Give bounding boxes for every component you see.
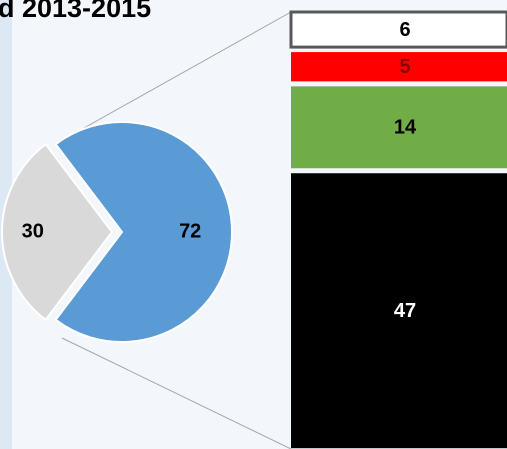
pie-slice (54, 121, 233, 343)
chart-title: d 2013-2015 (0, 0, 151, 23)
bar-segment (291, 86, 507, 169)
segment-label: 5 (399, 56, 410, 78)
segment-label: 6 (399, 19, 410, 41)
bar-segment (291, 52, 507, 82)
leader-line (83, 11, 292, 129)
segment-label: 14 (394, 117, 417, 139)
segment-label: 47 (394, 300, 416, 322)
bar-segment (289, 10, 507, 49)
slice-label: 30 (22, 220, 44, 242)
leader-line (61, 337, 292, 449)
bar-segment (291, 173, 507, 449)
pie-slice (1, 142, 114, 322)
slice-label: 72 (179, 220, 201, 242)
